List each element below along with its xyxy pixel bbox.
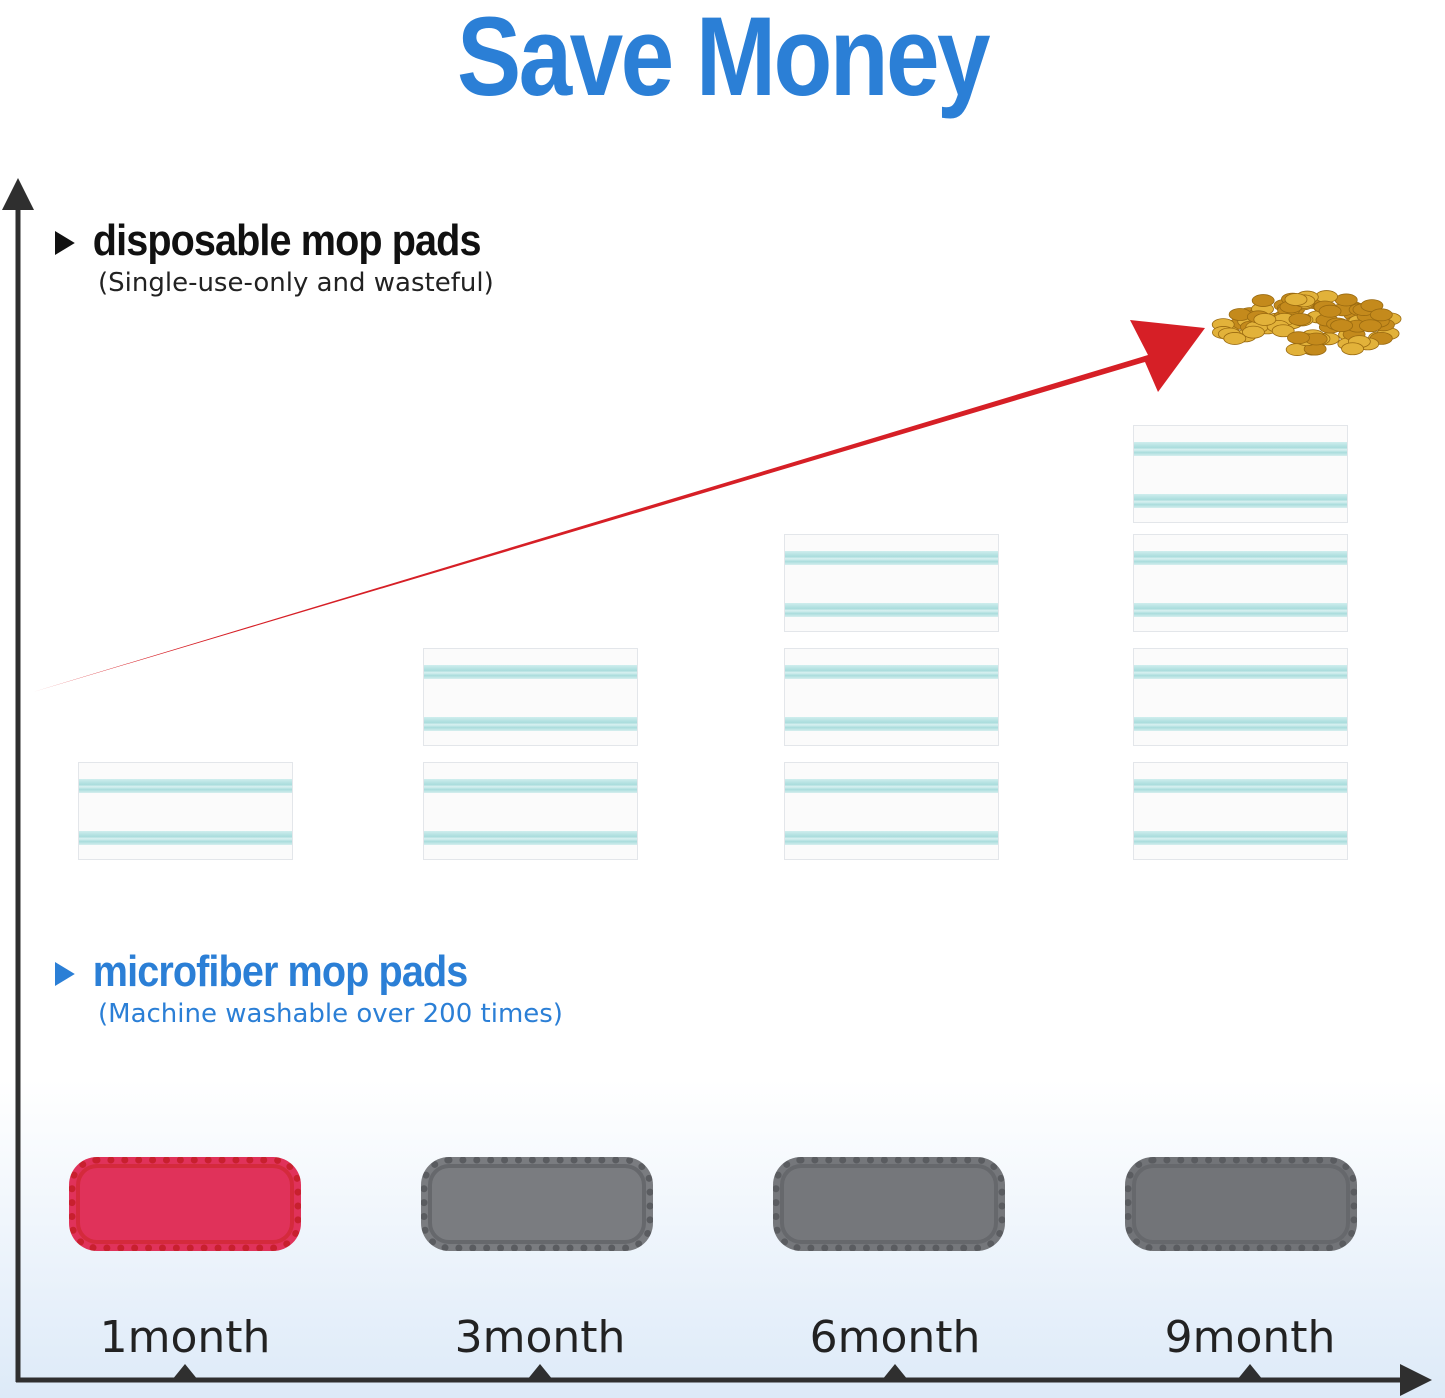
y-axis-arrowhead: [2, 178, 34, 210]
disposable-pad: [784, 648, 999, 746]
month-label: 1month: [99, 1312, 271, 1363]
disposable-pad: [784, 534, 999, 632]
month-label: 6month: [809, 1312, 981, 1363]
disposable-pad: [1133, 534, 1348, 632]
month-label: 9month: [1164, 1312, 1336, 1363]
page-title: Save Money: [457, 0, 991, 119]
coin: [1330, 319, 1354, 332]
legend-disposable: disposable mop pads (Single-use-only and…: [55, 216, 528, 298]
disposable-note: (Single-use-only and wasteful): [98, 268, 494, 298]
coin: [1251, 294, 1275, 307]
x-axis-tick: [527, 1364, 553, 1380]
coin: [1284, 293, 1308, 306]
microfiber-note: (Machine washable over 200 times): [98, 999, 563, 1029]
x-axis-tick: [882, 1364, 908, 1380]
coin: [1223, 332, 1247, 345]
coin: [1288, 312, 1312, 326]
x-axis-tick: [172, 1364, 198, 1380]
coin: [1359, 319, 1382, 333]
coin: [1369, 308, 1393, 322]
microfiber-pad: [69, 1157, 301, 1251]
legend-microfiber: microfiber mop pads (Machine washable ov…: [55, 947, 563, 1029]
coin: [1287, 331, 1310, 345]
disposable-pad: [784, 762, 999, 860]
gold-coins-icon: [1211, 290, 1402, 356]
microfiber-label: microfiber mop pads: [92, 947, 468, 996]
coin: [1341, 342, 1364, 356]
disposable-label: disposable mop pads: [92, 216, 482, 265]
disposable-pad: [78, 762, 293, 860]
microfiber-pad: [773, 1157, 1005, 1251]
disposable-pad: [1133, 648, 1348, 746]
coin: [1253, 313, 1277, 326]
coin: [1334, 293, 1358, 307]
disposable-pad: [1133, 762, 1348, 860]
growth-arrow: [33, 320, 1205, 692]
microfiber-pad: [1125, 1157, 1357, 1251]
triangle-bullet-icon: [55, 231, 75, 256]
x-axis-arrowhead: [1400, 1364, 1432, 1396]
month-label: 3month: [454, 1312, 626, 1363]
coin: [1271, 324, 1295, 338]
triangle-bullet-icon: [55, 962, 75, 987]
disposable-pad: [423, 648, 638, 746]
microfiber-pad: [421, 1157, 653, 1251]
disposable-pad: [1133, 425, 1348, 523]
x-axis-tick: [1237, 1364, 1263, 1380]
coin: [1318, 304, 1342, 318]
disposable-pad: [423, 762, 638, 860]
coin: [1242, 325, 1265, 339]
